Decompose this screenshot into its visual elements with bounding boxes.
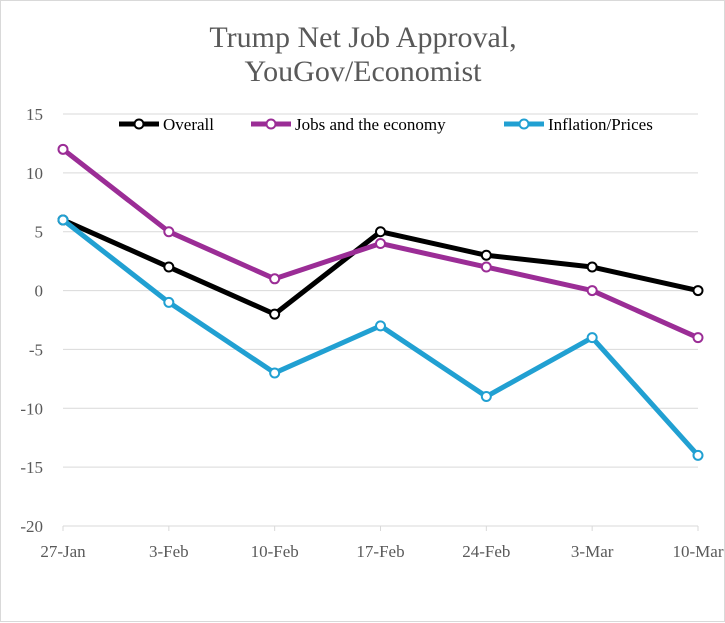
x-tick-label: 10-Mar — [673, 542, 724, 561]
legend-swatch-marker — [265, 118, 277, 130]
y-tick-label: -20 — [20, 517, 43, 536]
legend-swatch-marker — [518, 118, 530, 130]
data-point — [163, 226, 175, 238]
legend-label: Inflation/Prices — [548, 115, 653, 134]
data-point — [480, 249, 492, 261]
x-tick-label: 24-Feb — [462, 542, 510, 561]
y-tick-label: 5 — [35, 223, 44, 242]
data-point — [375, 226, 386, 238]
series-group — [57, 143, 704, 344]
data-point — [57, 214, 69, 226]
y-tick-label: -15 — [20, 458, 43, 477]
y-tick-label: -5 — [29, 340, 43, 359]
legend-swatch-marker — [133, 118, 145, 130]
data-point — [57, 143, 69, 155]
data-point — [375, 237, 386, 249]
y-tick-label: 15 — [26, 105, 43, 124]
y-axis-ticks: 15 10 5 0 -5 -10 -15 -20 — [20, 105, 43, 536]
legend-label: Jobs and the economy — [295, 115, 446, 134]
x-axis-ticks: 27-Jan 3-Feb 10-Feb 17-Feb 24-Feb 3-Mar 10-Mar — [40, 526, 724, 561]
data-point — [480, 261, 492, 273]
data-point — [269, 367, 281, 379]
data-point — [163, 296, 175, 308]
series-group — [57, 214, 704, 461]
x-tick-label: 17-Feb — [356, 542, 404, 561]
data-point — [375, 320, 386, 332]
series-group — [57, 214, 704, 320]
legend-item: Jobs and the economy — [251, 115, 446, 134]
y-tick-label: 0 — [35, 282, 44, 301]
data-point — [586, 261, 598, 273]
data-point — [692, 449, 704, 461]
legend: Overall Jobs and the economy Inflation/Pri… — [119, 115, 653, 134]
data-point — [269, 308, 281, 320]
x-tick-label: 27-Jan — [40, 542, 86, 561]
data-point — [586, 285, 598, 297]
chart-title-line-1: Trump Net Job Approval, — [209, 21, 516, 54]
x-tick-label: 3-Feb — [149, 542, 189, 561]
chart-title-line-2: YouGov/Economist — [245, 55, 483, 88]
x-tick-label: 10-Feb — [251, 542, 299, 561]
y-tick-label: 10 — [26, 164, 43, 183]
data-point — [586, 332, 598, 344]
legend-item: Overall — [119, 115, 214, 134]
data-point — [692, 285, 704, 297]
data-point — [480, 391, 492, 403]
legend-label: Overall — [163, 115, 214, 134]
data-point — [269, 273, 281, 285]
series-line — [60, 217, 701, 458]
data-point — [692, 332, 704, 344]
legend-item: Inflation/Prices — [504, 115, 653, 134]
data-point — [163, 261, 175, 273]
x-tick-label: 3-Mar — [571, 542, 614, 561]
gridlines — [63, 113, 698, 527]
series-lines — [57, 143, 704, 461]
y-tick-label: -10 — [20, 399, 43, 418]
